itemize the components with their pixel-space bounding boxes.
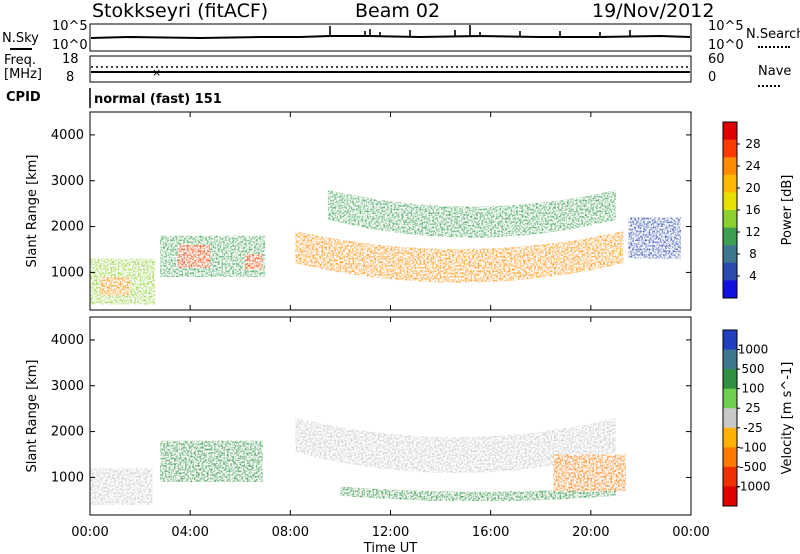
velocity-y-tick-label-0: 1000 (51, 470, 84, 485)
freq-unit-label: [MHz] (4, 67, 42, 82)
cbar-vel-swatch-0 (723, 330, 737, 351)
cbar-power-tick-1: 24 (745, 159, 760, 173)
date-label: 19/Nov/2012 (592, 0, 715, 22)
x-tick-label-1: 04:00 (171, 525, 208, 540)
cbar-vel-tick-1: 500 (742, 362, 765, 376)
cpid-label: CPID (6, 90, 41, 105)
power-y-tick-label-3: 4000 (51, 128, 84, 143)
freq-label: Freq. (4, 53, 36, 68)
cbar-vel-tick-7: -1000 (736, 479, 771, 493)
cbar-vel-swatch-2 (723, 369, 737, 390)
velocity-panel (89, 316, 692, 516)
cbar-power-swatch-9 (723, 280, 737, 299)
noise-tick-top-left: 10^5 (52, 19, 88, 34)
x-tick-label-0: 00:00 (71, 525, 108, 540)
cbar-power-swatch-6 (723, 227, 737, 246)
cbar-power-swatch-7 (723, 245, 737, 264)
velocity-y-tick-label-1: 2000 (51, 425, 84, 440)
cbar-power-tick-0: 28 (745, 137, 760, 151)
noise-search-spikes (329, 25, 631, 37)
cbar-vel-label: Velocity [m s^-1] (780, 362, 795, 475)
cbar-power-tick-3: 16 (745, 203, 760, 217)
cbar-vel-tick-3: 25 (745, 401, 760, 415)
power-region-5 (295, 231, 624, 283)
cbar-vel-tick-4: -25 (743, 421, 763, 435)
nsky-legend-line (10, 48, 32, 50)
station-title: Stokkseyri (fitACF) (92, 0, 269, 22)
power-y-tick-label-0: 1000 (51, 265, 84, 280)
x-axis-label: Time UT (363, 541, 417, 554)
cbar-power-swatch-1 (723, 139, 737, 158)
noise-tick-top-right: 10^5 (708, 19, 744, 34)
power-colorbar: 28 24 20 16 12 8 4 Power [dB] (722, 121, 795, 299)
cbar-power-tick-2: 20 (745, 181, 760, 195)
cbar-vel-tick-5: -100 (739, 440, 766, 454)
power-region-3 (177, 244, 211, 268)
nave-tick-0: 0 (708, 70, 717, 85)
freq-tick-8: 8 (66, 70, 75, 85)
velocity-region-1 (160, 440, 263, 482)
nsearch-legend-line (758, 46, 790, 48)
cbar-power-tick-6: 4 (749, 269, 757, 283)
freq-tick-18: 18 (62, 52, 79, 67)
power-y-tick-label-2: 3000 (51, 174, 84, 189)
cbar-power-swatch-0 (723, 122, 737, 141)
cbar-power-swatch-5 (723, 210, 737, 229)
power-region-6 (327, 189, 616, 238)
velocity-y-axis-label: Slant Range [km] (25, 360, 40, 473)
velocity-region-4 (553, 454, 626, 492)
velocity-colorbar: 1000 500 100 25 -25 -100 -500 -1000 Velocity [m … (722, 329, 795, 507)
x-tick-label-4: 16:00 (472, 525, 509, 540)
cbar-vel-swatch-4 (723, 408, 737, 429)
beam-label: Beam 02 (355, 0, 441, 22)
power-region-1 (100, 277, 131, 296)
cbar-vel-swatch-3 (723, 388, 737, 409)
power-y-tick-label-1: 2000 (51, 220, 84, 235)
cpid-mode: normal (fast) 151 (94, 92, 222, 107)
noise-panel-frame (89, 23, 692, 52)
velocity-region-3 (340, 486, 616, 502)
velocity-region-0 (90, 468, 153, 505)
cbar-vel-tick-6: -500 (739, 460, 766, 474)
freq-panel-frame (89, 55, 692, 83)
power-region-4 (245, 254, 263, 271)
cbar-power-tick-4: 12 (745, 225, 760, 239)
cbar-vel-tick-2: 100 (742, 382, 765, 396)
nsearch-label: N.Search (746, 27, 800, 42)
cbar-vel-swatch-8 (723, 486, 737, 507)
nave-legend-line (758, 85, 780, 87)
freq-glitch-mark: × (152, 66, 161, 79)
velocity-y-tick-label-2: 3000 (51, 379, 84, 394)
noise-tick-bottom-left: 10^0 (52, 38, 88, 53)
x-tick-label-2: 08:00 (272, 525, 309, 540)
velocity-region-2 (295, 417, 616, 474)
cbar-power-tick-5: 8 (749, 247, 757, 261)
cbar-power-swatch-8 (723, 262, 737, 281)
power-region-7 (628, 217, 681, 259)
nave-label: Nave (758, 64, 792, 79)
cbar-power-swatch-4 (723, 192, 737, 211)
x-tick-label-3: 12:00 (372, 525, 409, 540)
x-tick-label-6: 00:00 (672, 525, 709, 540)
cbar-power-label: Power [dB] (780, 175, 795, 246)
cbar-power-swatch-2 (723, 157, 737, 176)
cbar-vel-swatch-5 (723, 427, 737, 448)
power-y-axis-label: Slant Range [km] (25, 155, 40, 268)
nave-tick-60: 60 (708, 52, 725, 67)
power-panel (89, 111, 692, 311)
velocity-y-tick-label-3: 4000 (51, 333, 84, 348)
nsky-label: N.Sky (2, 31, 39, 46)
cbar-power-swatch-3 (723, 174, 737, 193)
cbar-vel-swatch-7 (723, 466, 737, 487)
noise-tick-bottom-right: 10^0 (708, 38, 744, 53)
x-tick-label-5: 20:00 (572, 525, 609, 540)
cbar-vel-swatch-6 (723, 447, 737, 468)
cbar-vel-swatch-1 (723, 349, 737, 370)
cbar-vel-tick-0: 1000 (738, 343, 769, 357)
